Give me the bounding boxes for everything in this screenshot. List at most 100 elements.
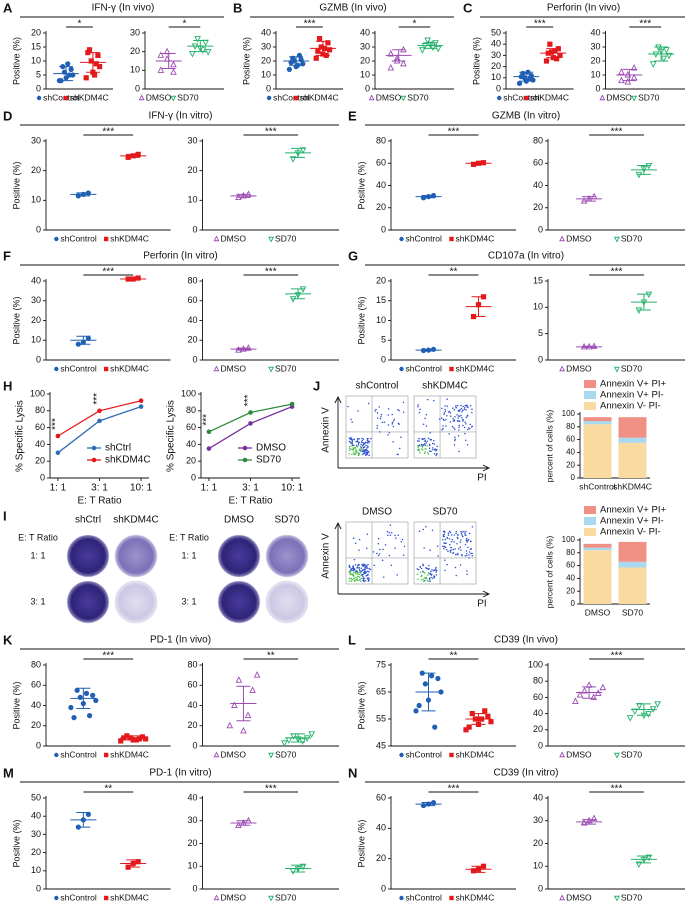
flow-event: [377, 554, 380, 557]
flow-event: [391, 421, 394, 424]
flow-event: [379, 431, 381, 433]
flow-event: [428, 450, 431, 452]
y-tick-label: 30: [491, 50, 501, 60]
flow-event: [470, 426, 473, 428]
legend-label: shKDM4C: [110, 892, 149, 902]
y-tick-label: 5: [381, 335, 386, 345]
flow-event: [352, 565, 354, 567]
y-axis-label: Positive (%): [11, 819, 21, 867]
y-tick-label: 10: [533, 861, 543, 871]
flow-event: [365, 574, 368, 577]
flow-event: [349, 571, 351, 574]
flow-event: [470, 552, 472, 555]
significance: ***: [243, 395, 254, 407]
flow-event: [358, 567, 360, 569]
flow-event: [429, 572, 431, 575]
y-tick-label: 30: [31, 829, 41, 839]
flow-event: [425, 576, 428, 579]
well-image: [114, 534, 158, 578]
flow-event: [355, 576, 357, 579]
flow-event: [462, 405, 464, 408]
flow-event: [422, 448, 424, 451]
flow-event: [444, 408, 446, 411]
panel-title: IFN-γ (In vivo): [92, 3, 155, 14]
y-tick-label: 30: [590, 41, 600, 51]
y-tick-label: 20: [376, 275, 386, 285]
y-tick-label: 10: [31, 335, 41, 345]
data-point: [313, 55, 319, 61]
flow-event: [455, 574, 458, 577]
data-point: [97, 64, 103, 70]
y-axis-label: Positive (%): [11, 296, 21, 344]
data-point: [387, 50, 395, 57]
flow-event: [457, 533, 459, 536]
series-line: [57, 400, 142, 437]
y-axis-label: % Specific Lysis: [15, 400, 26, 472]
data-point: [557, 52, 563, 58]
flow-event: [364, 566, 367, 569]
data-point: [485, 713, 491, 719]
flow-event: [435, 566, 437, 569]
flow-event: [418, 440, 420, 442]
bar-segment: [583, 417, 612, 422]
y-tick-label: 40: [187, 792, 197, 802]
y-tick-label: 30: [187, 135, 197, 145]
flow-event: [450, 534, 453, 536]
flow-event: [443, 535, 445, 538]
panel-title: GZMB (In vivo): [319, 3, 386, 14]
bar-segment: [618, 442, 647, 478]
data-point: [327, 47, 333, 53]
data-point: [308, 731, 316, 738]
y-tick-label: 40: [360, 27, 370, 37]
flow-event: [456, 404, 459, 407]
legend-marker: [266, 95, 272, 101]
data-point: [576, 690, 584, 698]
flow-event: [461, 417, 463, 419]
flow-event: [442, 545, 444, 548]
data-point: [163, 47, 171, 55]
y-tick-label: 40: [533, 180, 543, 190]
flow-event: [428, 444, 431, 447]
flow-event: [466, 405, 469, 408]
flow-event: [465, 534, 467, 537]
legend-marker: [268, 895, 274, 902]
y-tick-label: 20: [376, 853, 386, 863]
flow-event: [465, 416, 467, 419]
flow-event: [363, 580, 365, 583]
flow-event: [357, 564, 359, 567]
flow-event: [353, 577, 355, 579]
flow-event: [454, 405, 457, 407]
x-tick-label: 3: 1: [91, 483, 108, 494]
legend-marker: [559, 751, 566, 758]
flow-event: [460, 549, 462, 551]
flow-event: [363, 450, 366, 452]
flow-event: [348, 580, 350, 582]
flow-event: [448, 530, 451, 533]
flow-event: [391, 423, 393, 425]
error-bar: [415, 348, 442, 352]
y-tick-label: 100: [181, 388, 196, 398]
flow-event: [454, 439, 456, 442]
flow-event: [471, 554, 474, 557]
flow-event: [454, 428, 456, 430]
data-point: [77, 694, 83, 701]
legend-marker: [54, 752, 59, 758]
flow-event: [434, 448, 437, 450]
flow-event: [366, 452, 368, 455]
flow-event: [458, 426, 460, 428]
error-bar: [415, 195, 442, 199]
y-tick-label: 40: [376, 180, 386, 190]
legend-label: SD70: [621, 892, 643, 902]
legend-marker: [613, 236, 620, 243]
data-point: [470, 868, 477, 874]
x-tick-label: 1: 1: [50, 483, 67, 494]
flow-event: [417, 440, 419, 442]
legend-label: SD70: [275, 233, 297, 243]
flow-event: [361, 444, 364, 447]
significance: ***: [202, 414, 213, 426]
x-tick-label: 1: 1: [201, 483, 218, 494]
flow-event: [448, 410, 451, 413]
significance: ***: [448, 784, 460, 795]
bar-segment: [618, 567, 647, 604]
significance: **: [450, 267, 458, 278]
